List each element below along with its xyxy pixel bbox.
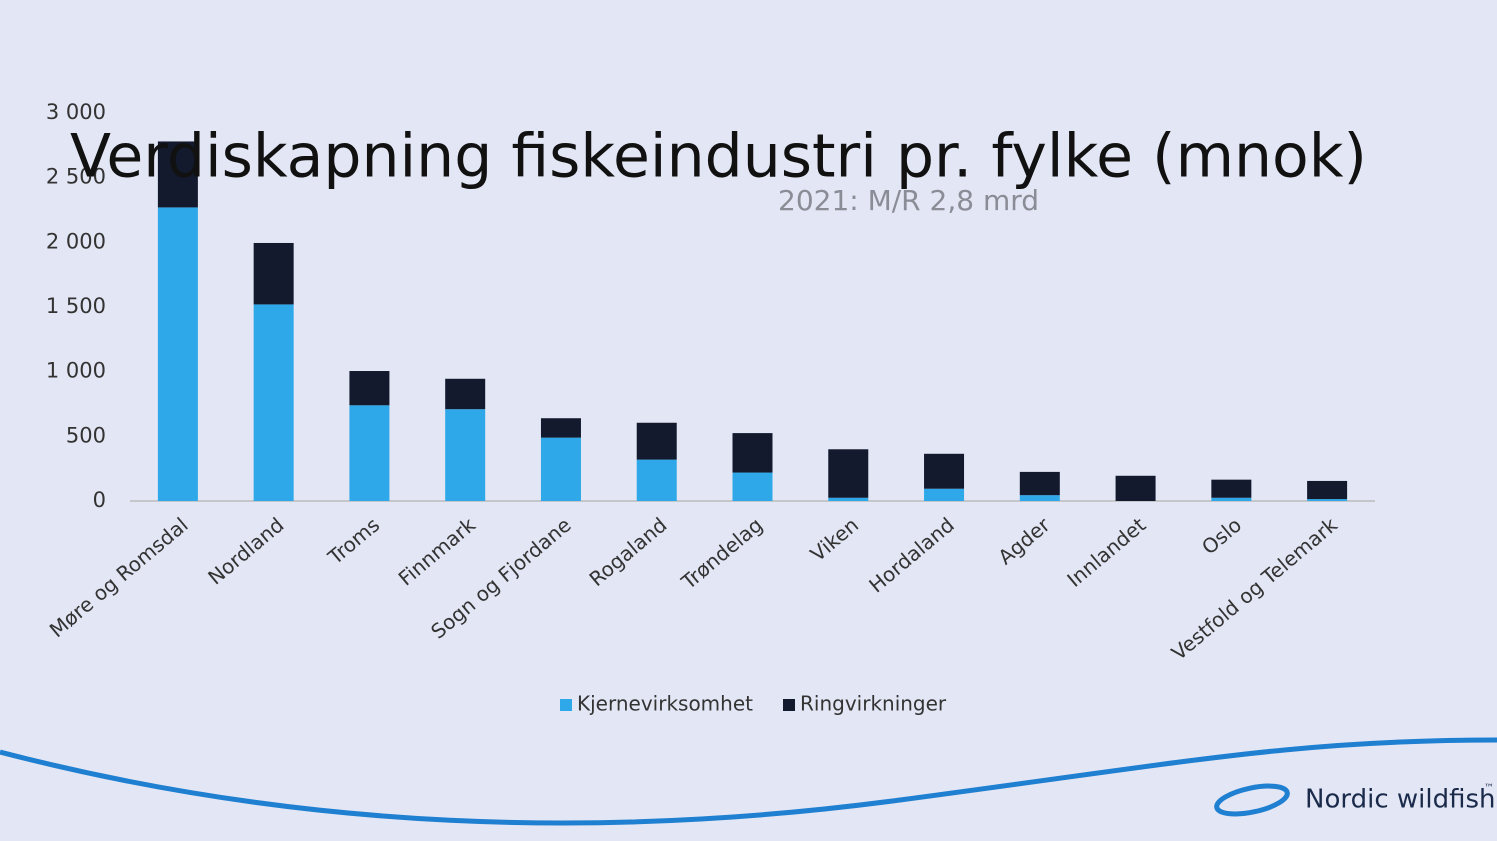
bar-segment — [1307, 480, 1348, 500]
bar-segment — [1211, 479, 1252, 498]
wave — [0, 737, 1497, 826]
legend-swatch — [560, 699, 572, 711]
bar-segment — [157, 141, 198, 208]
y-tick-label: 0 — [93, 488, 106, 512]
bar-segment — [1019, 471, 1060, 496]
bar-segment — [636, 459, 677, 501]
legend-label: Ringvirkninger — [800, 692, 947, 716]
chart-title: Verdiskapning fiskeindustri pr. fylke (m… — [70, 122, 1367, 192]
bar-segment — [349, 371, 390, 406]
bar-segment — [445, 409, 486, 501]
bar-segment — [1211, 497, 1252, 501]
y-tick-label: 1 000 — [46, 359, 106, 383]
legend-label: Kjernevirksomhet — [577, 692, 753, 716]
bar-segment — [253, 242, 294, 305]
bar-segment — [1307, 499, 1348, 501]
bar-segment — [445, 378, 486, 410]
bar-segment — [540, 437, 581, 501]
bar-segment — [540, 418, 581, 438]
bar-segment — [253, 304, 294, 501]
y-tick-label: 2 000 — [46, 229, 106, 253]
y-tick-label: 1 500 — [46, 294, 106, 318]
bar-segment — [1019, 495, 1060, 501]
legend-swatch — [783, 699, 795, 711]
bar-segment — [732, 433, 773, 473]
chart-subtitle: 2021: M/R 2,8 mrd — [778, 184, 1039, 217]
bar-segment — [636, 422, 677, 460]
bar-segment — [828, 497, 869, 501]
bar-segment — [924, 488, 965, 501]
y-tick-label: 2 500 — [46, 165, 106, 189]
y-tick-label: 500 — [66, 423, 106, 447]
bar-segment — [349, 405, 390, 501]
y-tick-label: 3 000 — [46, 100, 106, 124]
logo-mark: ™ — [1484, 783, 1494, 794]
logo-text: Nordic wildfish — [1305, 785, 1496, 815]
bar-segment — [157, 207, 198, 501]
bar-segment — [828, 449, 869, 498]
bar-segment — [924, 453, 965, 489]
logo-icon — [1214, 783, 1290, 817]
bar-segment — [1115, 475, 1156, 501]
bar-segment — [732, 472, 773, 501]
